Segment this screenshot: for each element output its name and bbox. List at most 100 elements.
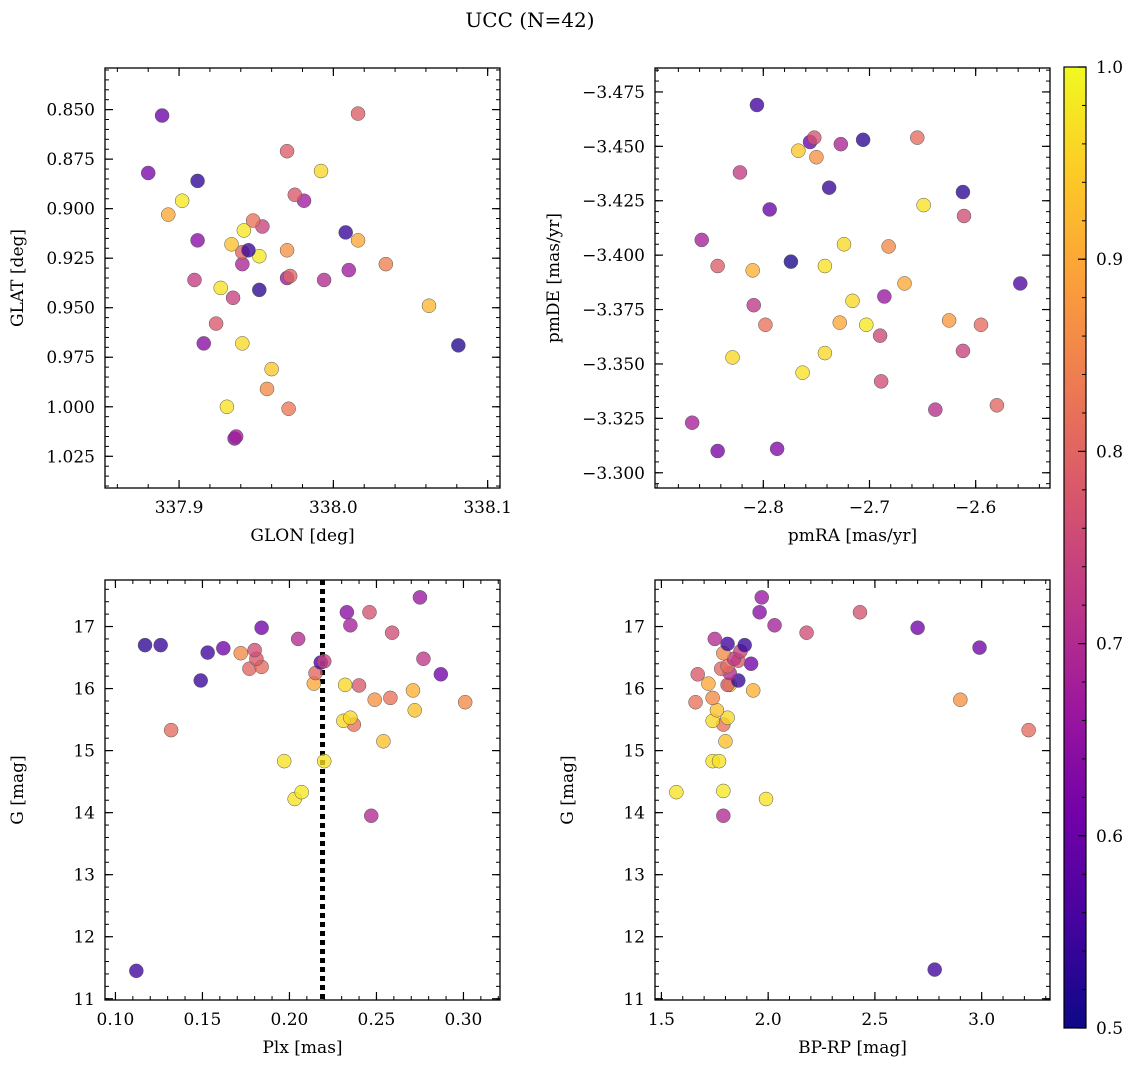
data-point — [161, 207, 176, 222]
data-point — [376, 734, 391, 749]
y-tick-label: 11 — [623, 990, 645, 1010]
data-point — [129, 963, 144, 979]
data-point — [343, 710, 358, 725]
scatter-points — [684, 97, 1028, 459]
data-point — [187, 272, 202, 288]
data-point — [972, 640, 987, 655]
data-point — [752, 605, 767, 620]
data-point — [174, 193, 190, 208]
data-point — [941, 313, 957, 328]
data-point — [140, 165, 156, 181]
data-point — [433, 667, 449, 682]
data-point — [339, 605, 355, 620]
data-point — [384, 625, 400, 640]
data-point — [928, 402, 943, 417]
data-point — [709, 703, 725, 718]
data-point — [701, 676, 716, 691]
minor-ticks — [105, 68, 500, 488]
data-point — [407, 703, 422, 718]
data-point — [817, 345, 833, 361]
data-point — [855, 132, 871, 148]
data-point — [281, 401, 296, 417]
data-point — [910, 130, 925, 145]
data-point — [367, 692, 382, 707]
data-point — [725, 350, 740, 365]
x-tick-label: −2.7 — [849, 498, 890, 518]
data-point — [362, 605, 377, 620]
data-point — [228, 429, 244, 444]
data-point — [989, 398, 1005, 413]
x-axis-label: GLON [deg] — [250, 526, 354, 546]
data-point — [953, 692, 968, 707]
y-axis-label: GLAT [deg] — [8, 229, 28, 327]
data-point — [758, 791, 774, 807]
data-point — [241, 243, 256, 258]
y-tick-label: −3.350 — [582, 355, 645, 375]
x-axis-label: Plx [mas] — [262, 1038, 342, 1058]
x-tick-label: 338.0 — [309, 498, 358, 518]
data-point — [973, 317, 989, 333]
y-axis-label: G [mag] — [8, 755, 28, 824]
y-axis-label: pmDE [mas/yr] — [544, 213, 564, 343]
data-point — [317, 654, 332, 669]
data-point — [196, 336, 211, 351]
data-point — [762, 202, 777, 217]
y-tick-label: 0.975 — [46, 348, 95, 368]
data-point — [343, 618, 358, 633]
data-point — [710, 443, 725, 459]
y-tick-label: −3.425 — [582, 192, 645, 212]
data-point — [711, 753, 727, 769]
y-tick-label: 15 — [73, 742, 95, 762]
data-point — [767, 618, 782, 633]
data-point — [279, 143, 295, 159]
x-tick-label: −2.8 — [743, 498, 784, 518]
data-point — [754, 590, 770, 605]
data-point — [287, 187, 303, 203]
data-point — [219, 399, 235, 415]
data-point — [363, 808, 379, 823]
data-point — [216, 640, 231, 656]
data-point — [688, 694, 703, 710]
data-point — [769, 441, 785, 457]
data-point — [684, 415, 700, 430]
colorbar-tick-label: 0.8 — [1096, 442, 1123, 462]
data-point — [316, 272, 332, 288]
data-point — [749, 97, 765, 113]
data-point — [795, 365, 810, 380]
y-tick-label: 13 — [73, 866, 95, 886]
data-point — [746, 297, 761, 313]
colorbar-bar — [1063, 66, 1087, 1029]
data-point — [745, 263, 760, 278]
data-point — [264, 361, 279, 377]
y-tick-label: 14 — [623, 804, 645, 824]
y-tick-label: −3.475 — [582, 83, 645, 103]
data-point — [859, 317, 874, 333]
data-point — [694, 232, 709, 248]
scatter-points — [129, 580, 473, 1000]
y-tick-label: 0.950 — [46, 299, 95, 319]
x-tick-label: 2.5 — [861, 1010, 888, 1030]
data-point — [457, 694, 473, 710]
data-point — [807, 130, 822, 145]
y-tick-label: 15 — [623, 742, 645, 762]
x-axis-label: BP-RP [mag] — [798, 1038, 907, 1058]
data-point — [290, 631, 306, 647]
y-tick-label: 16 — [623, 680, 645, 700]
data-point — [282, 268, 298, 284]
data-point — [710, 258, 725, 274]
panel-color-magnitude: 1.5 2.0 2.5 3.0 11 12 13 14 15 16 17 BP-RP [mag] G [… — [558, 579, 1051, 1058]
data-point — [236, 223, 252, 238]
data-point — [720, 710, 735, 725]
data-point — [881, 239, 896, 254]
data-point — [745, 683, 761, 698]
y-tick-label: −3.400 — [582, 246, 645, 266]
x-tick-label: 3.0 — [968, 1010, 995, 1030]
data-point — [193, 673, 208, 688]
x-tick-label: 0.30 — [445, 1010, 483, 1030]
data-point — [252, 282, 267, 298]
y-tick-label: −3.375 — [582, 301, 645, 321]
axes-frame — [654, 67, 1051, 489]
data-point — [799, 625, 814, 640]
data-point — [405, 683, 421, 698]
data-point — [720, 636, 735, 652]
